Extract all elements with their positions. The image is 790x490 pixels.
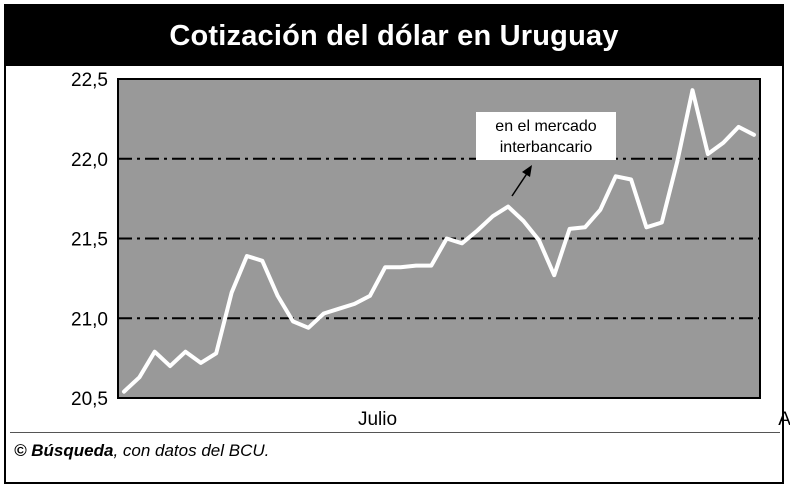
series-line xyxy=(122,88,756,394)
y-tick-label: 21,0 xyxy=(71,309,108,330)
x-tick-label: Julio xyxy=(358,409,397,430)
annotation-text: en el mercado xyxy=(495,118,596,135)
y-tick-label: 22,0 xyxy=(71,150,108,171)
annotation-box xyxy=(476,112,616,160)
plot-area xyxy=(117,78,761,399)
annotation-arrowhead xyxy=(522,165,532,177)
source-publisher: © Búsqueda xyxy=(14,441,114,460)
source-detail: , con datos del BCU. xyxy=(113,441,270,460)
footer-divider xyxy=(10,432,780,433)
source-credit: © Búsqueda, con datos del BCU. xyxy=(14,441,269,461)
annotation-arrow xyxy=(511,171,529,197)
y-tick-label: 22,5 xyxy=(71,70,108,91)
chart-title: Cotización del dólar en Uruguay xyxy=(6,6,782,66)
x-tick-label: Agosto xyxy=(778,409,790,430)
y-tick-label: 21,5 xyxy=(71,230,108,251)
y-tick-label: 20,5 xyxy=(71,389,108,410)
annotation-text: interbancario xyxy=(500,139,593,156)
